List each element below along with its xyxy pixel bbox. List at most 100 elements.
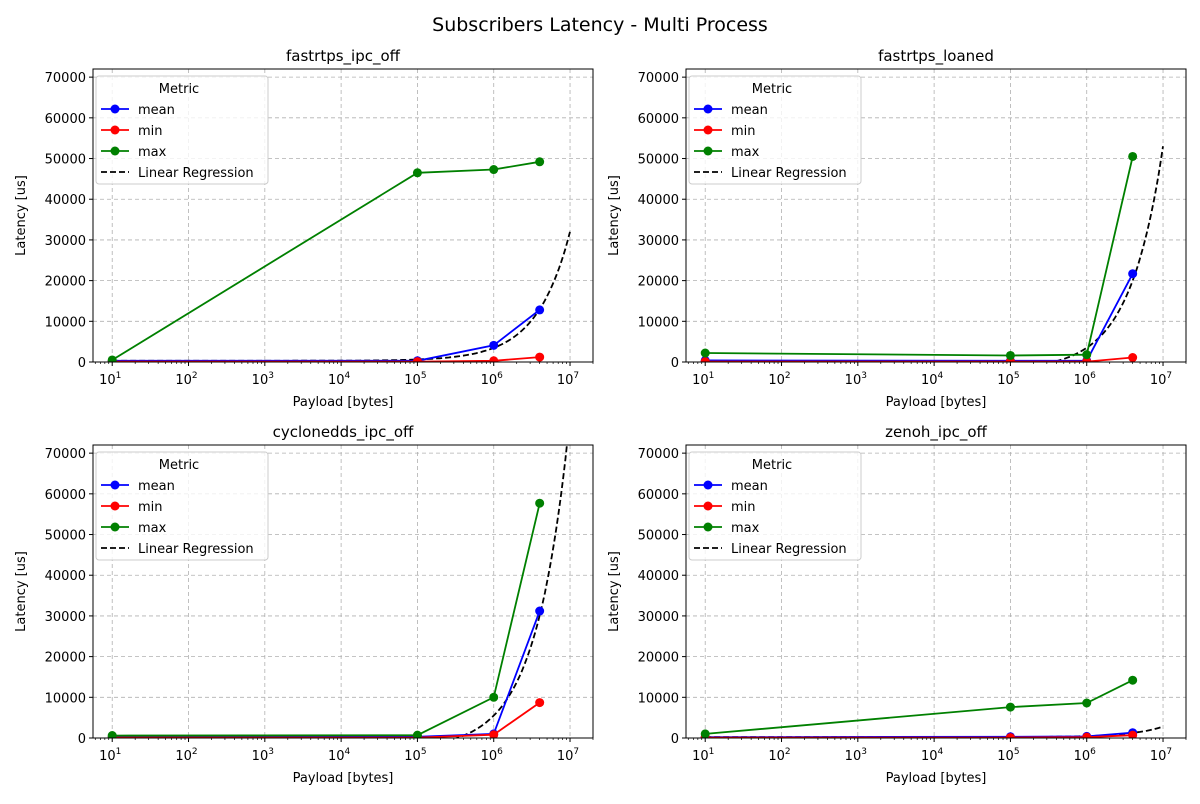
y-tick-label: 20000 bbox=[638, 275, 679, 290]
legend-label: max bbox=[731, 145, 760, 160]
legend-marker bbox=[703, 125, 713, 135]
data-point-max bbox=[1128, 675, 1138, 685]
legend-title: Metric bbox=[752, 458, 792, 473]
legend-label: min bbox=[138, 124, 163, 139]
legend-marker bbox=[703, 501, 713, 511]
data-point-max bbox=[107, 355, 117, 362]
data-point-max bbox=[700, 729, 710, 738]
legend-box bbox=[688, 75, 862, 185]
y-tick-label: 30000 bbox=[638, 610, 679, 625]
y-tick-label: 70000 bbox=[638, 71, 679, 86]
legend-label: Linear Regression bbox=[731, 166, 847, 181]
series-line-min bbox=[112, 356, 540, 362]
series-line-max bbox=[705, 679, 1134, 735]
legend-marker bbox=[110, 522, 120, 532]
y-tick-label: 60000 bbox=[45, 112, 86, 127]
y-tick-label: 50000 bbox=[45, 529, 86, 544]
legend-label: max bbox=[731, 521, 760, 536]
x-tick-label: 104 bbox=[921, 747, 944, 764]
data-point-max bbox=[1082, 350, 1092, 360]
data-point-min bbox=[535, 352, 545, 362]
y-tick-label: 10000 bbox=[638, 691, 679, 706]
data-point-mean bbox=[535, 305, 545, 315]
x-tick-label: 103 bbox=[252, 747, 274, 764]
x-axis-label: Payload [bytes] bbox=[293, 771, 394, 786]
x-tick-label: 101 bbox=[692, 371, 714, 388]
x-tick-label: 103 bbox=[845, 747, 867, 764]
data-point-mean bbox=[535, 606, 545, 616]
legend-label: min bbox=[731, 500, 756, 515]
data-point-min bbox=[1082, 732, 1092, 738]
legend-marker bbox=[110, 501, 120, 511]
legend-label: Linear Regression bbox=[731, 542, 847, 557]
y-tick-label: 40000 bbox=[45, 193, 86, 208]
data-point-max bbox=[412, 168, 422, 178]
y-axis-label: Latency [us] bbox=[14, 175, 29, 256]
data-point-min bbox=[535, 698, 545, 708]
y-tick-label: 0 bbox=[671, 356, 679, 371]
y-tick-label: 10000 bbox=[45, 315, 86, 330]
legend-title: Metric bbox=[752, 82, 792, 97]
y-tick-label: 10000 bbox=[45, 691, 86, 706]
data-point-max bbox=[700, 348, 710, 358]
series-line-min bbox=[112, 701, 541, 738]
series-line-max bbox=[112, 502, 541, 737]
x-tick-label: 105 bbox=[997, 747, 1019, 764]
data-point-max bbox=[1082, 698, 1092, 708]
legend-marker bbox=[110, 146, 120, 156]
x-tick-label: 104 bbox=[328, 747, 351, 764]
series-line-mean bbox=[112, 610, 541, 738]
x-tick-label: 106 bbox=[1074, 371, 1097, 388]
x-tick-label: 105 bbox=[997, 371, 1019, 388]
x-tick-label: 107 bbox=[1150, 747, 1172, 764]
data-point-mean bbox=[489, 340, 499, 350]
x-tick-label: 102 bbox=[175, 747, 197, 764]
y-tick-label: 70000 bbox=[45, 447, 86, 462]
data-point-min bbox=[1005, 733, 1015, 738]
subplot-title: cyclonedds_ipc_off bbox=[273, 423, 414, 442]
subplot-fastrtps_ipc_off: 0 10000 20000 30000 40000 50000 60000 70000 101 1… bbox=[14, 47, 594, 410]
data-point-max bbox=[535, 157, 545, 167]
regression-line bbox=[453, 445, 568, 738]
y-tick-label: 50000 bbox=[45, 153, 86, 168]
x-tick-label: 101 bbox=[692, 747, 714, 764]
y-tick-label: 0 bbox=[671, 732, 679, 747]
x-tick-label: 102 bbox=[768, 747, 790, 764]
y-tick-label: 30000 bbox=[45, 234, 86, 249]
series-line-mean bbox=[705, 273, 1134, 362]
subplot-title: zenoh_ipc_off bbox=[885, 423, 987, 442]
axes-frame bbox=[92, 68, 594, 363]
legend: Metric mean min max Linear Regression bbox=[95, 75, 269, 185]
data-point-min bbox=[489, 356, 499, 362]
y-tick-label: 50000 bbox=[638, 529, 679, 544]
legend-marker bbox=[703, 480, 713, 490]
data-point-max bbox=[1005, 350, 1015, 360]
subplot-fastrtps_loaned: 0 10000 20000 30000 40000 50000 60000 70000 101 1… bbox=[607, 47, 1187, 410]
y-tick-label: 10000 bbox=[638, 315, 679, 330]
x-tick-label: 106 bbox=[1074, 747, 1097, 764]
y-tick-label: 70000 bbox=[45, 71, 86, 86]
data-point-max bbox=[107, 731, 117, 738]
legend-label: max bbox=[138, 145, 167, 160]
y-tick-label: 60000 bbox=[638, 488, 679, 503]
x-tick-label: 107 bbox=[557, 371, 579, 388]
legend-box bbox=[95, 75, 269, 185]
y-axis-label: Latency [us] bbox=[607, 175, 622, 256]
y-tick-label: 40000 bbox=[638, 193, 679, 208]
data-point-max bbox=[412, 730, 422, 738]
data-point-max bbox=[535, 498, 545, 508]
data-point-min bbox=[489, 730, 499, 738]
legend: Metric mean min max Linear Regression bbox=[688, 75, 862, 185]
subplot-title: fastrtps_loaned bbox=[878, 47, 994, 66]
legend-marker bbox=[110, 125, 120, 135]
y-tick-label: 60000 bbox=[638, 112, 679, 127]
data-point-max bbox=[489, 165, 499, 175]
y-tick-label: 50000 bbox=[638, 153, 679, 168]
legend-label: mean bbox=[138, 103, 175, 118]
data-point-min bbox=[700, 357, 710, 362]
data-point-min bbox=[412, 357, 422, 362]
y-tick-label: 30000 bbox=[45, 610, 86, 625]
legend: Metric mean min max Linear Regression bbox=[688, 451, 862, 561]
x-tick-label: 107 bbox=[1150, 371, 1172, 388]
y-tick-label: 60000 bbox=[45, 488, 86, 503]
